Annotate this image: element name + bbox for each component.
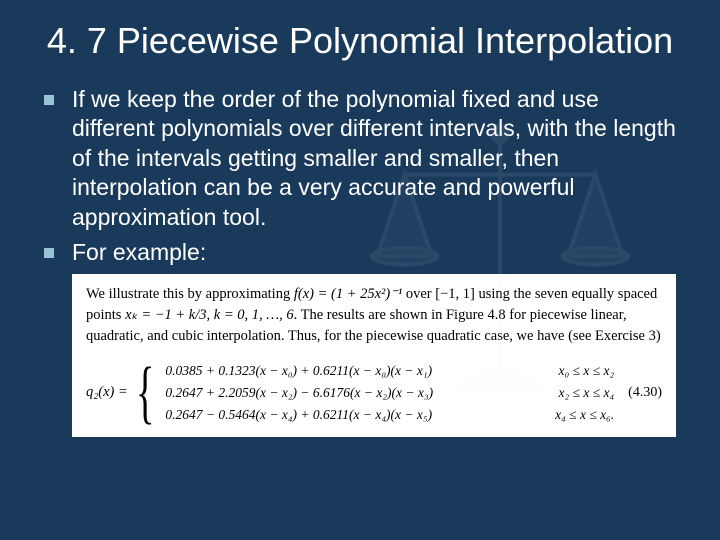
bullet-text: If we keep the order of the polynomial f… <box>72 85 676 232</box>
bullet-item: If we keep the order of the polynomial f… <box>44 85 676 232</box>
slide-title-block: 4. 7 Piecewise Polynomial Interpolation <box>0 0 720 71</box>
case-expr: 0.2647 + 2.2059(x − x₂) − 6.6176(x − x₂)… <box>165 385 433 401</box>
case-line: 0.0385 + 0.1323(x − x₀) + 0.6211(x − x₀)… <box>165 363 614 379</box>
bullet-text: For example: <box>72 238 206 267</box>
case-line: 0.2647 + 2.2059(x − x₂) − 6.6176(x − x₂)… <box>165 385 614 401</box>
case-cond: x₄ ≤ x ≤ x₆. <box>555 407 614 423</box>
equation-lhs: q₂(x) = <box>86 384 136 401</box>
case-cond: x₂ ≤ x ≤ x₄ <box>558 385 614 401</box>
intro-fx: f(x) = (1 + 25x²)⁻¹ <box>294 286 402 302</box>
intro-interval: [−1, 1] <box>435 286 475 302</box>
example-intro: We illustrate this by approximating f(x)… <box>86 284 662 347</box>
equation-number: (4.30) <box>614 385 662 401</box>
case-expr: 0.0385 + 0.1323(x − x₀) + 0.6211(x − x₀)… <box>165 363 432 379</box>
brace-icon: { <box>136 361 158 425</box>
bullet-item: For example: <box>44 238 676 267</box>
intro-points: xₖ = −1 + k/3, k = 0, 1, …, 6 <box>125 307 294 323</box>
bullet-icon <box>44 248 54 258</box>
bullet-icon <box>44 95 54 105</box>
equation-block: q₂(x) = { 0.0385 + 0.1323(x − x₀) + 0.62… <box>86 361 662 425</box>
intro-text: over <box>402 286 435 302</box>
case-expr: 0.2647 − 0.5464(x − x₄) + 0.6211(x − x₄)… <box>165 407 432 423</box>
slide-body: If we keep the order of the polynomial f… <box>0 71 720 268</box>
case-cond: x₀ ≤ x ≤ x₂ <box>558 363 614 379</box>
equation-cases: 0.0385 + 0.1323(x − x₀) + 0.6211(x − x₀)… <box>165 363 614 423</box>
case-line: 0.2647 − 0.5464(x − x₄) + 0.6211(x − x₄)… <box>165 407 614 423</box>
example-panel: We illustrate this by approximating f(x)… <box>72 274 676 437</box>
intro-text: We illustrate this by approximating <box>86 286 294 302</box>
slide-title: 4. 7 Piecewise Polynomial Interpolation <box>40 18 680 63</box>
